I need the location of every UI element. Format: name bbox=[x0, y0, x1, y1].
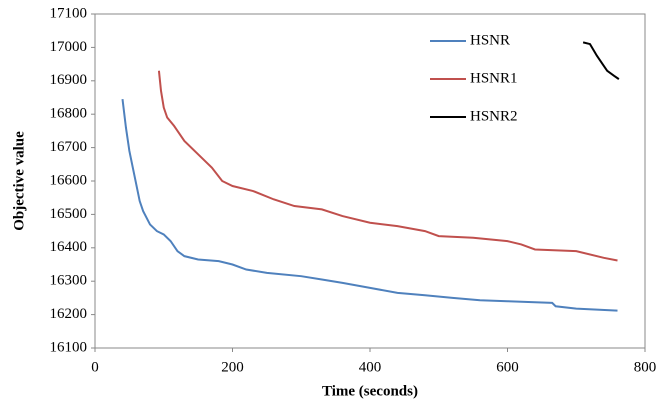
y-tick-label: 16900 bbox=[50, 72, 88, 88]
y-tick-label: 16300 bbox=[50, 273, 88, 289]
plot-frame bbox=[94, 13, 646, 349]
y-tick-label: 16600 bbox=[50, 172, 88, 188]
x-axis-title: Time (seconds) bbox=[322, 383, 418, 399]
series-line bbox=[157, 70, 618, 262]
y-tick-label: 16100 bbox=[50, 339, 88, 355]
x-tick-label: 0 bbox=[91, 359, 99, 375]
y-tick-label: 16800 bbox=[50, 106, 88, 122]
y-tick-label: 16200 bbox=[50, 306, 88, 322]
y-tick-label: 17000 bbox=[50, 39, 88, 55]
legend-label: HSNR bbox=[470, 32, 510, 48]
series-line bbox=[582, 41, 620, 80]
y-tick-label: 16500 bbox=[50, 206, 88, 222]
legend-label: HSNR2 bbox=[470, 108, 518, 124]
x-tick-label: 600 bbox=[496, 359, 519, 375]
x-tick-label: 400 bbox=[359, 359, 382, 375]
y-axis-title: Objective value bbox=[11, 131, 27, 231]
legend-label: HSNR1 bbox=[470, 70, 518, 86]
series-line bbox=[121, 99, 618, 312]
y-tick-label: 16700 bbox=[50, 139, 88, 155]
x-tick-label: 800 bbox=[634, 359, 657, 375]
y-tick-label: 17100 bbox=[50, 5, 88, 21]
y-tick-label: 16400 bbox=[50, 239, 88, 255]
x-tick-label: 200 bbox=[221, 359, 244, 375]
